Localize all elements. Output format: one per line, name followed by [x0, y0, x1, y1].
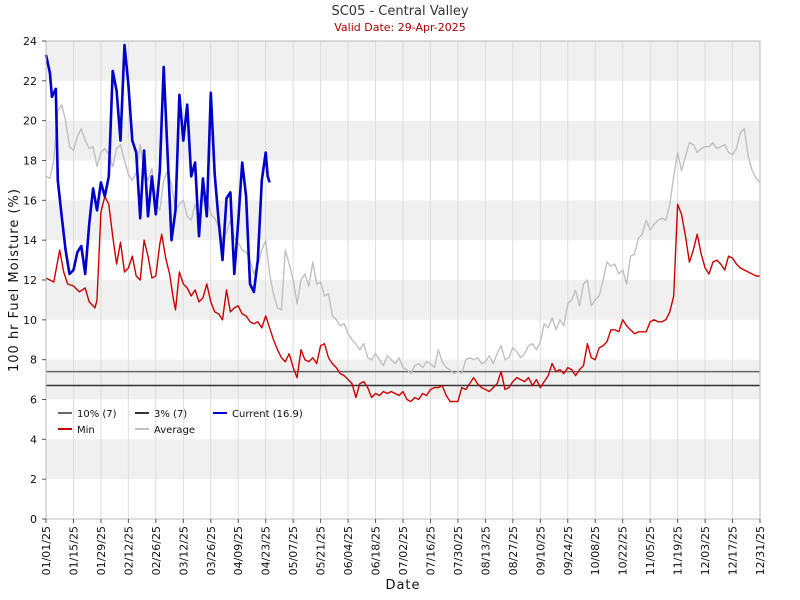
x-tick-label: 06/04/25	[342, 526, 355, 575]
x-tick-label: 12/17/25	[727, 526, 740, 575]
legend-label: 10% (7)	[77, 409, 117, 420]
y-tick-label: 18	[23, 155, 37, 168]
x-tick-label: 02/12/25	[122, 526, 135, 575]
x-tick-label: 11/19/25	[672, 526, 685, 575]
x-tick-label: 08/13/25	[479, 526, 492, 575]
legend: 10% (7) 3% (7) Current (16.9) Min Average	[58, 409, 303, 436]
x-tick-label: 01/15/25	[67, 526, 80, 575]
x-tick-label: 12/31/25	[754, 526, 767, 575]
x-tick-label: 09/24/25	[562, 526, 575, 575]
x-tick-label: 07/02/25	[397, 526, 410, 575]
x-axis-ticks: 01/01/25 01/15/25 01/29/25 02/12/25 02/26/25…	[40, 519, 767, 575]
legend-label: Min	[77, 425, 95, 436]
x-tick-label: 07/16/25	[424, 526, 437, 575]
x-tick-label: 07/30/25	[452, 526, 465, 575]
current-series-line	[44, 43, 271, 294]
y-tick-label: 8	[30, 354, 37, 367]
x-tick-label: 04/09/25	[232, 526, 245, 575]
threshold-lines	[46, 370, 760, 387]
y-tick-label: 20	[23, 115, 37, 128]
x-tick-label: 11/05/25	[644, 526, 657, 575]
chart-title: SC05 - Central Valley	[331, 4, 468, 19]
chart-subtitle: Valid Date: 29-Apr-2025	[334, 21, 466, 34]
x-tick-label: 03/12/25	[177, 526, 190, 575]
x-tick-label: 12/03/25	[699, 526, 712, 575]
y-tick-label: 14	[23, 234, 37, 247]
min-series-line	[45, 195, 760, 403]
x-tick-label: 04/23/25	[260, 526, 273, 575]
series-lines	[44, 43, 761, 403]
x-tick-label: 10/08/25	[589, 526, 602, 575]
y-tick-label: 2	[30, 473, 37, 486]
x-tick-label: 05/07/25	[287, 526, 300, 575]
x-tick-label: 06/18/25	[370, 526, 383, 575]
x-tick-label: 01/01/25	[40, 526, 53, 575]
x-tick-label: 05/21/25	[315, 526, 328, 575]
x-axis-label: Date	[385, 578, 420, 593]
y-tick-label: 0	[30, 513, 37, 526]
y-tick-label: 4	[30, 433, 37, 446]
x-tick-label: 02/26/25	[150, 526, 163, 575]
legend-label: Average	[154, 425, 195, 436]
y-tick-label: 10	[23, 314, 37, 327]
x-tick-label: 10/22/25	[617, 526, 630, 575]
legend-label: Current (16.9)	[232, 409, 303, 420]
average-series-line	[45, 104, 761, 375]
y-tick-label: 12	[23, 274, 37, 287]
x-tick-label: 08/27/25	[507, 526, 520, 575]
legend-label: 3% (7)	[154, 409, 187, 420]
y-axis-label: 100 hr Fuel Moisture (%)	[7, 188, 22, 372]
x-tick-label: 09/10/25	[534, 526, 547, 575]
y-tick-label: 24	[23, 35, 37, 48]
x-tick-label: 01/29/25	[95, 526, 108, 575]
y-tick-label: 16	[23, 194, 37, 207]
x-tick-label: 03/26/25	[205, 526, 218, 575]
y-tick-label: 6	[30, 394, 37, 407]
y-tick-label: 22	[23, 75, 37, 88]
